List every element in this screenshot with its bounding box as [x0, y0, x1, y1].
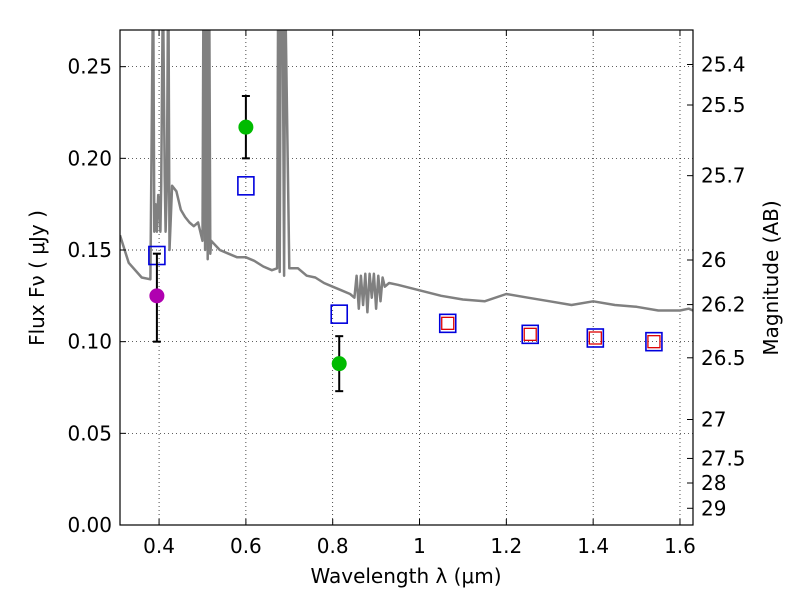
blue-square-marker	[586, 328, 605, 348]
plot-frame	[119, 29, 694, 526]
blue-square-marker	[330, 304, 349, 324]
magnitude-tick-label: 27	[701, 408, 726, 432]
y-axis-title: Flux Fν ( μJy )	[25, 210, 49, 346]
data-points-layer	[148, 95, 663, 393]
y-axis: 0.00 0.05 0.10 0.15 0.20 0.25	[67, 55, 126, 537]
x-tick-label: 1	[413, 534, 426, 558]
x-axis-title: Wavelength λ (μm)	[310, 564, 501, 588]
y-tick-label: 0.10	[67, 330, 112, 354]
x-tick-label: 1.6	[664, 534, 696, 558]
magnitude-tick-label: 25.7	[701, 164, 746, 188]
magnitude-tick-label: 27.5	[701, 446, 746, 470]
magnitude-tick-label: 26.2	[701, 293, 746, 317]
model-spectrum-layer	[120, 30, 693, 314]
y-tick-label: 0.20	[67, 146, 112, 170]
red-square-marker	[523, 327, 537, 341]
x-axis: 0.4 0.6 0.8 1 1.2 1.4 1.6	[143, 30, 696, 558]
y-tick-label: 0.00	[67, 513, 112, 537]
x-tick-label: 1.2	[490, 534, 522, 558]
y-tick-label: 0.05	[67, 421, 112, 445]
x-tick-label: 0.4	[143, 534, 175, 558]
magnitude-tick-label: 26.5	[701, 346, 746, 370]
photometry-point	[149, 288, 165, 304]
blue-square-marker	[438, 313, 457, 334]
magnitude-axis-title: Magnitude (AB)	[759, 200, 783, 355]
red-square-marker	[647, 335, 661, 349]
blue-square-marker	[521, 324, 540, 345]
x-tick-label: 0.8	[317, 534, 349, 558]
magnitude-tick-label: 25.4	[701, 52, 746, 76]
x-tick-label: 1.4	[577, 534, 609, 558]
magnitude-tick-label: 25.5	[701, 93, 746, 117]
photometry-point	[238, 119, 254, 135]
x-tick-label: 0.6	[230, 534, 262, 558]
magnitude-tick-label: 26	[701, 248, 726, 272]
photometry-point	[331, 356, 347, 372]
model-spectrum-line	[120, 30, 693, 314]
red-square-marker	[588, 331, 602, 345]
y-tick-label: 0.15	[67, 238, 112, 262]
grid	[120, 30, 693, 526]
blue-square-marker	[237, 176, 255, 196]
red-square-marker	[441, 316, 455, 330]
magnitude-tick-label: 29	[701, 496, 726, 520]
y-tick-label: 0.25	[67, 55, 112, 79]
blue-square-marker	[645, 331, 663, 352]
magnitude-tick-label: 28	[701, 471, 726, 495]
